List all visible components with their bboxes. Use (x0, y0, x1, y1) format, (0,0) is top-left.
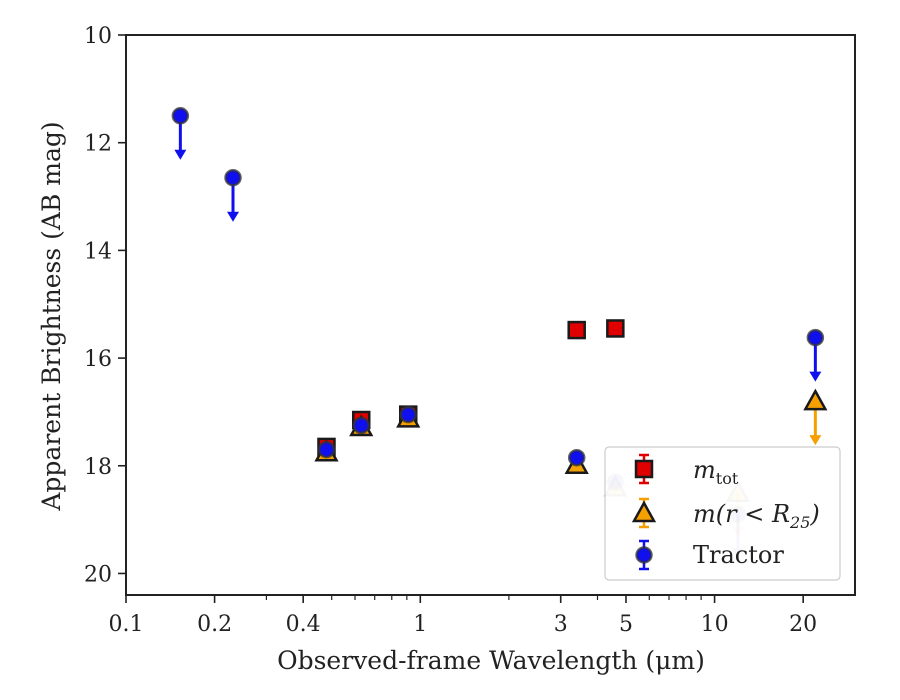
legend-label-tractor: Tractor (693, 541, 784, 569)
x-axis-title: Observed-frame Wavelength (μm) (277, 646, 705, 675)
x-tick-label: 0.2 (197, 612, 232, 637)
y-tick-label: 10 (84, 24, 112, 49)
x-tick-label: 1 (413, 612, 427, 637)
y-tick-label: 20 (84, 562, 112, 587)
circle-marker (352, 416, 370, 435)
arrow-head (174, 149, 187, 160)
y-tick-label: 18 (84, 455, 112, 480)
x-tick-label: 0.4 (286, 612, 321, 637)
arrow-head (809, 435, 822, 446)
x-tick-label: 5 (619, 612, 633, 637)
legend-square-marker (634, 459, 654, 479)
legend-triangle-marker (631, 500, 657, 523)
circle-marker (806, 328, 825, 347)
y-tick-label: 12 (84, 132, 112, 157)
x-tick-label: 0.1 (109, 612, 144, 637)
circle-marker (567, 448, 586, 467)
circle-marker (171, 107, 190, 125)
circle-marker (399, 405, 417, 424)
arrow-head (809, 371, 822, 382)
square-marker (567, 320, 586, 340)
circle-marker (317, 440, 336, 459)
y-tick-label: 16 (84, 347, 112, 372)
legend-label-mtot: mtot (693, 456, 739, 488)
triangle-marker (803, 388, 828, 411)
legend-circle-marker (635, 546, 653, 564)
x-tick-label: 3 (554, 612, 568, 637)
arrow-head (227, 211, 240, 222)
axes-frame (125, 34, 856, 596)
y-tick-label: 14 (84, 239, 112, 264)
circle-marker (224, 168, 242, 187)
axes: 0.1 0.2 0.4 1 3 5 10 20 10 12 14 16 18 20 (84, 24, 856, 637)
legend: mtot m(r < R25) Tractor (604, 446, 841, 581)
x-tick-label: 10 (701, 612, 729, 637)
square-marker (606, 319, 625, 338)
legend-box (604, 446, 841, 581)
x-tick-label: 20 (789, 612, 817, 637)
y-axis-title: Apparent Brightness (AB mag) (37, 121, 66, 511)
legend-label-mr25: m(r < R25) (693, 500, 820, 532)
